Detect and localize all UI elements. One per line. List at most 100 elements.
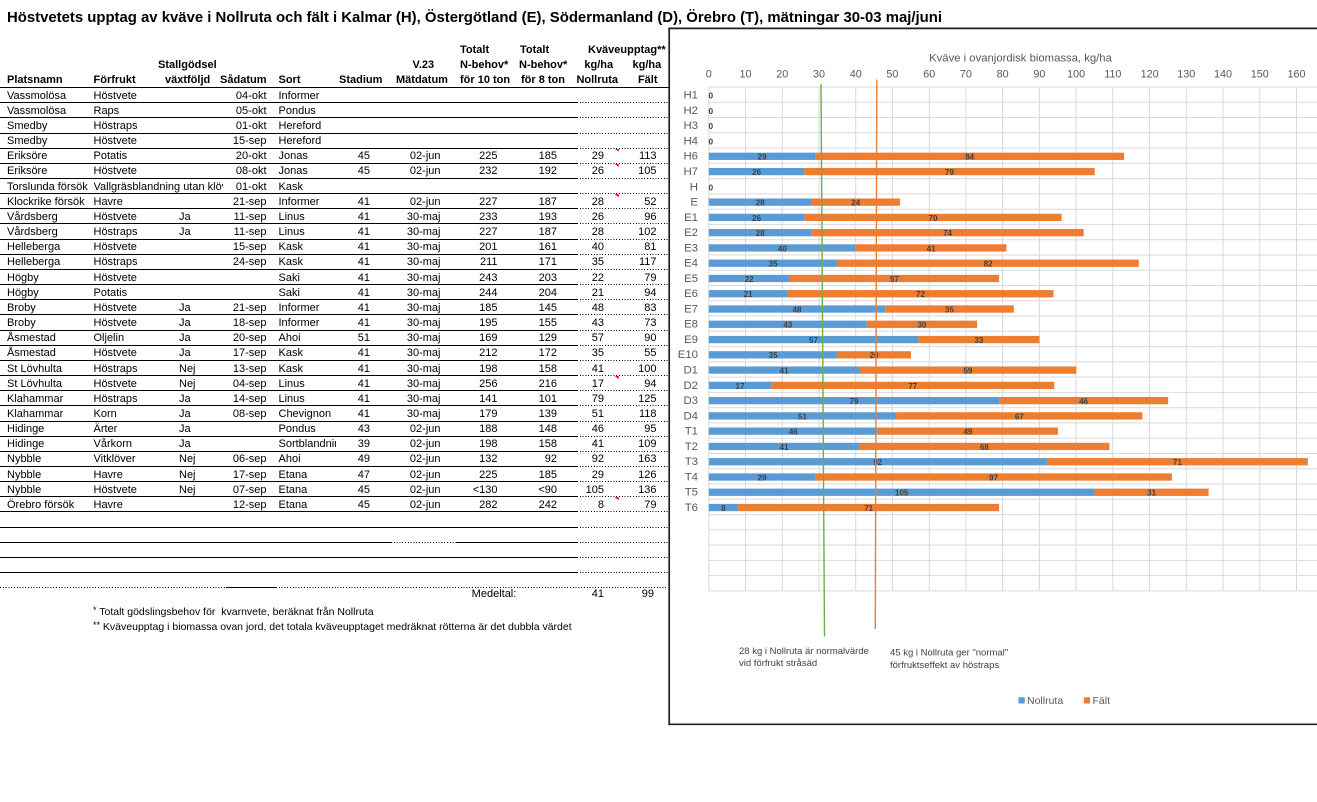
svg-text:59: 59	[963, 367, 972, 376]
svg-text:35: 35	[945, 305, 954, 314]
svg-text:17: 17	[736, 382, 745, 391]
svg-text:35: 35	[769, 260, 778, 269]
svg-text:33: 33	[974, 336, 983, 345]
svg-text:35: 35	[769, 351, 778, 360]
svg-text:29: 29	[758, 473, 767, 482]
svg-text:20: 20	[776, 68, 788, 80]
svg-text:0: 0	[708, 91, 713, 101]
svg-text:H6: H6	[683, 151, 698, 163]
svg-text:H2: H2	[683, 105, 698, 117]
svg-text:förfruktseffekt av höstraps: förfruktseffekt av höstraps	[890, 660, 999, 671]
svg-text:84: 84	[965, 153, 974, 162]
svg-text:150: 150	[1251, 68, 1269, 80]
svg-text:21: 21	[744, 290, 753, 299]
svg-text:97: 97	[989, 473, 998, 482]
svg-text:41: 41	[780, 443, 789, 452]
svg-text:49: 49	[963, 428, 972, 437]
svg-text:H3: H3	[683, 120, 698, 132]
svg-text:43: 43	[783, 321, 792, 330]
svg-text:74: 74	[943, 229, 952, 238]
svg-text:0: 0	[708, 182, 713, 192]
svg-text:110: 110	[1104, 68, 1121, 80]
svg-text:vid förfrukt stråsäd: vid förfrukt stråsäd	[739, 658, 817, 669]
svg-text:D1: D1	[683, 365, 698, 377]
svg-text:H: H	[690, 181, 698, 193]
svg-text:20: 20	[870, 351, 879, 360]
svg-text:41: 41	[780, 367, 789, 376]
svg-text:79: 79	[850, 397, 859, 406]
svg-text:E3: E3	[684, 242, 698, 254]
svg-text:140: 140	[1214, 68, 1232, 80]
svg-text:67: 67	[1015, 412, 1024, 421]
svg-text:30: 30	[917, 321, 926, 330]
svg-text:0: 0	[708, 121, 713, 131]
svg-text:92: 92	[873, 458, 882, 467]
svg-text:46: 46	[1079, 397, 1088, 406]
svg-text:60: 60	[923, 68, 935, 80]
svg-text:E4: E4	[684, 258, 698, 270]
svg-text:105: 105	[895, 489, 909, 498]
svg-text:E: E	[690, 197, 698, 209]
svg-text:D2: D2	[683, 380, 698, 392]
svg-text:T3: T3	[685, 456, 698, 468]
svg-text:10: 10	[739, 68, 751, 80]
svg-text:24: 24	[851, 199, 860, 208]
svg-text:68: 68	[980, 443, 989, 452]
svg-text:41: 41	[927, 244, 936, 253]
svg-text:E5: E5	[684, 273, 698, 285]
svg-text:28: 28	[756, 199, 765, 208]
svg-text:T5: T5	[685, 487, 698, 499]
svg-text:80: 80	[997, 68, 1009, 80]
svg-text:E9: E9	[684, 334, 698, 346]
svg-text:45 kg i Nollruta ger "normal": 45 kg i Nollruta ger "normal"	[890, 648, 1008, 659]
svg-text:D3: D3	[683, 395, 698, 407]
svg-text:46: 46	[789, 428, 798, 437]
svg-text:H7: H7	[683, 166, 698, 178]
svg-text:E10: E10	[678, 349, 698, 361]
svg-text:E1: E1	[684, 212, 698, 224]
svg-text:T2: T2	[685, 441, 698, 453]
svg-text:E7: E7	[684, 303, 698, 315]
svg-text:70: 70	[929, 214, 938, 223]
svg-text:28: 28	[756, 229, 765, 238]
svg-text:0: 0	[708, 106, 713, 116]
svg-text:0: 0	[708, 136, 713, 146]
svg-text:26: 26	[752, 214, 761, 223]
svg-text:77: 77	[908, 382, 917, 391]
svg-text:28 kg i Nollruta är normalvärd: 28 kg i Nollruta är normalvärde	[739, 646, 869, 657]
svg-text:72: 72	[916, 290, 925, 299]
svg-text:Nollruta: Nollruta	[1027, 695, 1063, 707]
svg-text:90: 90	[1033, 68, 1045, 80]
svg-text:50: 50	[886, 68, 898, 80]
svg-text:Fält: Fält	[1093, 695, 1111, 707]
svg-text:40: 40	[778, 244, 787, 253]
svg-text:57: 57	[809, 336, 818, 345]
svg-text:40: 40	[850, 68, 862, 80]
svg-text:51: 51	[798, 412, 807, 421]
svg-text:D4: D4	[683, 410, 698, 422]
svg-text:22: 22	[745, 275, 754, 284]
svg-text:48: 48	[793, 305, 802, 314]
svg-text:82: 82	[984, 260, 993, 269]
svg-text:29: 29	[758, 153, 767, 162]
svg-text:E6: E6	[684, 288, 698, 300]
svg-text:T4: T4	[685, 471, 698, 483]
svg-text:E8: E8	[684, 319, 698, 331]
svg-text:79: 79	[945, 168, 954, 177]
svg-text:71: 71	[1173, 458, 1182, 467]
svg-text:E2: E2	[684, 227, 698, 239]
svg-text:26: 26	[752, 168, 761, 177]
svg-text:0: 0	[706, 68, 712, 80]
svg-text:71: 71	[864, 504, 873, 513]
svg-text:8: 8	[721, 504, 726, 513]
svg-text:100: 100	[1067, 68, 1085, 80]
svg-text:T6: T6	[685, 502, 698, 514]
svg-text:T1: T1	[685, 426, 698, 438]
svg-text:130: 130	[1177, 68, 1195, 80]
svg-text:57: 57	[890, 275, 899, 284]
svg-text:120: 120	[1141, 68, 1159, 80]
svg-text:70: 70	[960, 68, 972, 80]
svg-text:30: 30	[813, 68, 825, 80]
svg-text:Kväve i ovanjordisk biomassa,: Kväve i ovanjordisk biomassa, kg/ha	[929, 53, 1112, 65]
svg-text:160: 160	[1287, 68, 1305, 80]
